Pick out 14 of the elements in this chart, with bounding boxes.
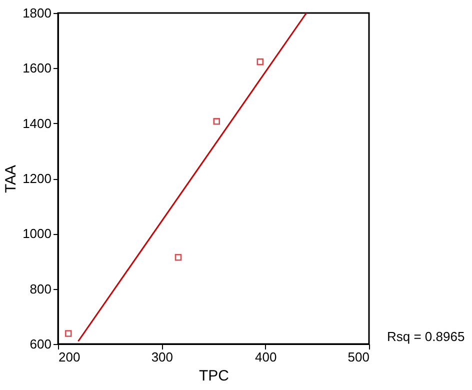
y-tick-label: 1400 <box>22 116 52 131</box>
x-tick-label: 200 <box>58 350 80 364</box>
y-tick-label: 1000 <box>22 226 52 242</box>
y-tick-label: 1800 <box>22 6 52 20</box>
y-tick-label: 1200 <box>22 171 52 186</box>
y-axis-title: TAA <box>2 164 20 194</box>
x-tick-label: 400 <box>254 350 277 364</box>
text: Rsq = 0.8965 <box>387 329 465 344</box>
y-tick-label: 1600 <box>22 60 52 76</box>
x-tick-label: 500 <box>348 350 370 364</box>
x-tick-label: 300 <box>151 350 174 364</box>
y-tick-label: 800 <box>30 281 52 296</box>
y-tick-label: 600 <box>30 336 52 352</box>
x-axis-title: TPC <box>199 368 230 384</box>
